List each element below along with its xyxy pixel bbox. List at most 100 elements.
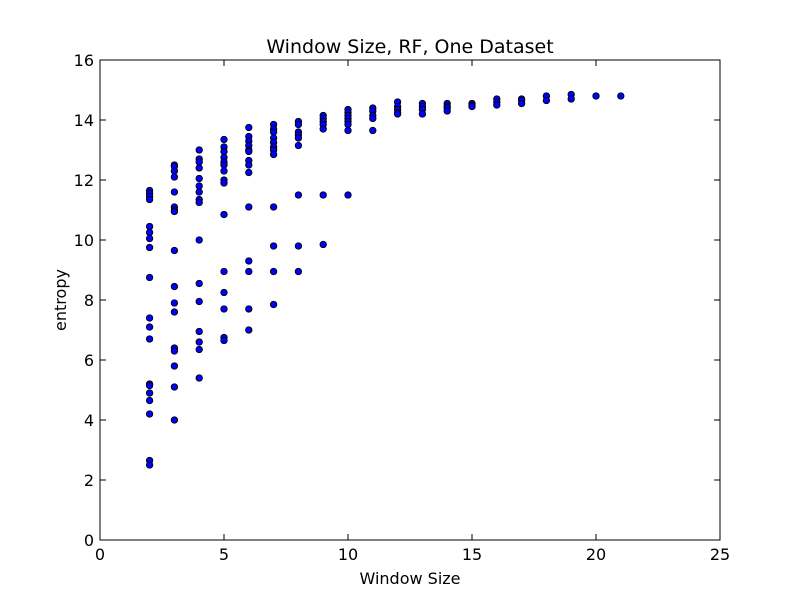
scatter-point (170, 383, 179, 391)
scatter-point (493, 101, 501, 109)
scatter-point (220, 135, 228, 144)
scatter-point (195, 164, 203, 172)
y-tick-label: 2 (84, 471, 94, 490)
y-tick-label: 16 (74, 51, 94, 70)
scatter-point (220, 267, 228, 276)
scatter-point (443, 107, 451, 115)
scatter-point (567, 95, 575, 103)
scatter-point (145, 314, 154, 322)
scatter-point (592, 92, 600, 100)
x-tick-label: 20 (586, 545, 606, 564)
scatter-point (269, 267, 278, 276)
scatter-point (269, 128, 278, 136)
y-tick-label: 12 (74, 171, 94, 190)
scatter-point (195, 374, 203, 382)
data-points (145, 90, 625, 469)
scatter-point (145, 243, 154, 252)
scatter-point (294, 134, 303, 142)
x-axis-label: Window Size (359, 569, 460, 588)
scatter-point (220, 288, 228, 297)
scatter-point (393, 110, 402, 118)
scatter-point (145, 461, 154, 469)
scatter-point (220, 210, 228, 219)
scatter-point (617, 92, 625, 100)
scatter-point (319, 240, 327, 249)
scatter-point (294, 191, 303, 199)
scatter-point (170, 308, 179, 316)
y-tick-label: 4 (84, 411, 94, 430)
scatter-point (269, 242, 278, 250)
scatter-point (517, 99, 526, 108)
scatter-point (170, 246, 179, 255)
scatter-point (245, 168, 253, 177)
scatter-point (195, 198, 203, 207)
scatter-point (468, 102, 476, 111)
scatter-point (269, 203, 278, 211)
scatter-point (294, 267, 303, 276)
x-tick-label: 0 (95, 545, 105, 564)
chart-title: Window Size, RF, One Dataset (266, 36, 553, 58)
scatter-point (220, 167, 228, 175)
scatter-point (245, 326, 253, 334)
scatter-point (145, 396, 154, 405)
scatter-point (195, 188, 203, 196)
scatter-point (220, 161, 228, 169)
scatter-point (145, 222, 154, 231)
scatter-point (195, 279, 203, 288)
scatter-point (220, 305, 228, 313)
axis-ticks: 0 5 10 15 20 25 0 2 4 6 8 10 12 14 16 (74, 51, 731, 564)
x-tick-label: 5 (219, 545, 229, 564)
y-tick-label: 6 (84, 351, 94, 370)
scatter-point (294, 120, 303, 129)
scatter-point (294, 242, 303, 250)
scatter-point (344, 191, 352, 199)
y-axis-label: entropy (51, 269, 70, 331)
scatter-point (145, 273, 154, 282)
scatter-point (269, 150, 278, 159)
y-tick-label: 10 (74, 231, 94, 250)
scatter-point (170, 188, 179, 196)
scatter-point (170, 347, 179, 355)
scatter-point (170, 299, 179, 307)
scatter-point (245, 267, 253, 276)
x-tick-label: 10 (338, 545, 358, 564)
scatter-point (294, 141, 303, 150)
scatter-point (344, 126, 352, 135)
scatter-point (195, 297, 203, 306)
scatter-point (369, 114, 377, 123)
scatter-point (145, 323, 154, 331)
scatter-point (220, 179, 228, 187)
scatter-point (195, 158, 203, 166)
scatter-point (195, 345, 203, 354)
scatter-point (170, 167, 179, 175)
scatter-point (195, 174, 203, 183)
scatter-point (170, 416, 179, 424)
scatter-point (220, 336, 228, 345)
scatter-point (220, 147, 228, 156)
scatter-point (145, 228, 154, 237)
y-tick-label: 14 (74, 111, 94, 130)
scatter-point (369, 126, 377, 135)
scatter-point (319, 191, 327, 199)
scatter-point (245, 123, 253, 132)
scatter-point (245, 257, 253, 265)
scatter-point (195, 338, 203, 346)
y-tick-label: 0 (84, 531, 94, 550)
scatter-point (245, 147, 253, 156)
scatter-point (195, 182, 203, 190)
scatter-point (145, 335, 154, 343)
scatter-point (542, 96, 551, 105)
scatter-point (170, 173, 179, 181)
plot-frame (99, 59, 721, 541)
scatter-point (269, 300, 278, 309)
scatter-point (245, 161, 253, 169)
scatter-point (145, 195, 154, 204)
scatter-point (195, 236, 203, 244)
scatter-point (145, 410, 154, 418)
scatter-point (344, 120, 352, 129)
scatter-point (145, 381, 154, 390)
scatter-point (170, 362, 179, 370)
scatter-point (418, 110, 427, 118)
